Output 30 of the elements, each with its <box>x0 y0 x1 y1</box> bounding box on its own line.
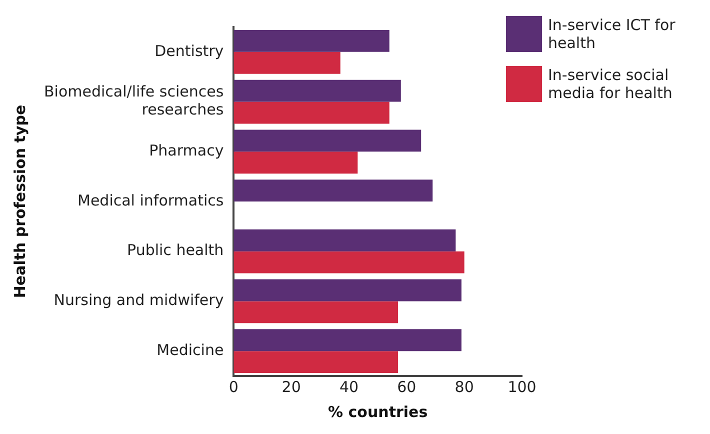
x-tick-label: 20 <box>282 378 301 396</box>
bar <box>234 102 390 124</box>
bar <box>234 229 456 252</box>
y-axis-title: Health profession type <box>10 104 29 298</box>
y-tick-label: Medicine <box>156 340 224 359</box>
bar <box>234 152 358 174</box>
bar <box>234 351 398 374</box>
y-tick-label: Nursing and midwifery <box>54 291 224 310</box>
bar <box>234 52 340 74</box>
y-tick-label: Pharmacy <box>149 142 224 160</box>
x-tick-label: 80 <box>454 378 474 396</box>
bar <box>234 279 462 302</box>
x-axis-title: % countries <box>328 402 428 421</box>
bar <box>234 301 398 324</box>
bar <box>234 30 390 52</box>
x-tick-label: 60 <box>397 378 416 396</box>
bar <box>234 180 433 202</box>
legend-label: In-service social media for health <box>548 66 674 102</box>
y-tick-label: Public health <box>127 241 224 260</box>
y-tick-label: Medical informatics <box>78 191 224 210</box>
bar <box>234 251 464 274</box>
bar <box>234 80 401 102</box>
x-tick-label: 40 <box>339 378 359 396</box>
y-tick-label: Dentistry <box>154 42 224 60</box>
y-tick-label: Biomedical/life sciences researches <box>44 82 224 119</box>
bar <box>234 329 462 352</box>
legend-label: In-service ICT for health <box>548 16 676 52</box>
bar <box>234 130 422 152</box>
x-tick-label: 100 <box>508 378 536 396</box>
x-tick-label: 0 <box>228 378 238 396</box>
